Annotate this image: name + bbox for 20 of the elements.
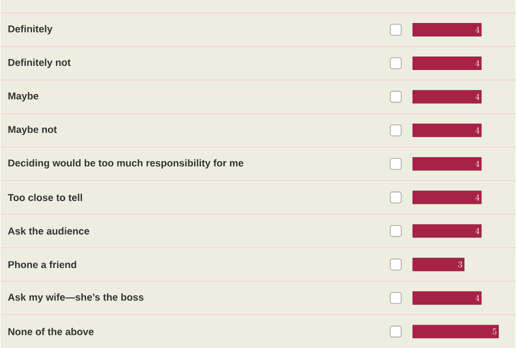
y-tick-label: Definitely bbox=[8, 24, 52, 34]
y-tick-label: Deciding would be too much responsibility for me bbox=[8, 159, 244, 168]
data-label: 4 bbox=[475, 294, 480, 301]
data-label: 5 bbox=[492, 328, 496, 334]
y-tick-label: Phone a friend bbox=[8, 260, 76, 268]
data-label: 4 bbox=[475, 160, 480, 167]
y-tick-label: Maybe bbox=[8, 92, 38, 102]
y-tick-label: Ask my wife—she’s the boss bbox=[8, 293, 144, 302]
data-label: 4 bbox=[475, 127, 480, 134]
data-label: 4 bbox=[475, 26, 480, 32]
data-label: 4 bbox=[475, 194, 480, 200]
data-label: 4 bbox=[475, 228, 480, 234]
y-tick-label: Maybe not bbox=[8, 126, 57, 135]
y-tick-label: Ask the audience bbox=[8, 227, 90, 234]
y-tick-label: None of the above bbox=[8, 328, 94, 336]
y-tick-label: Too close to tell bbox=[8, 194, 82, 201]
data-label: 4 bbox=[475, 60, 480, 66]
data-label: 3 bbox=[458, 261, 462, 268]
y-tick-label: Definitely not bbox=[8, 58, 71, 68]
data-label: 4 bbox=[475, 93, 480, 100]
